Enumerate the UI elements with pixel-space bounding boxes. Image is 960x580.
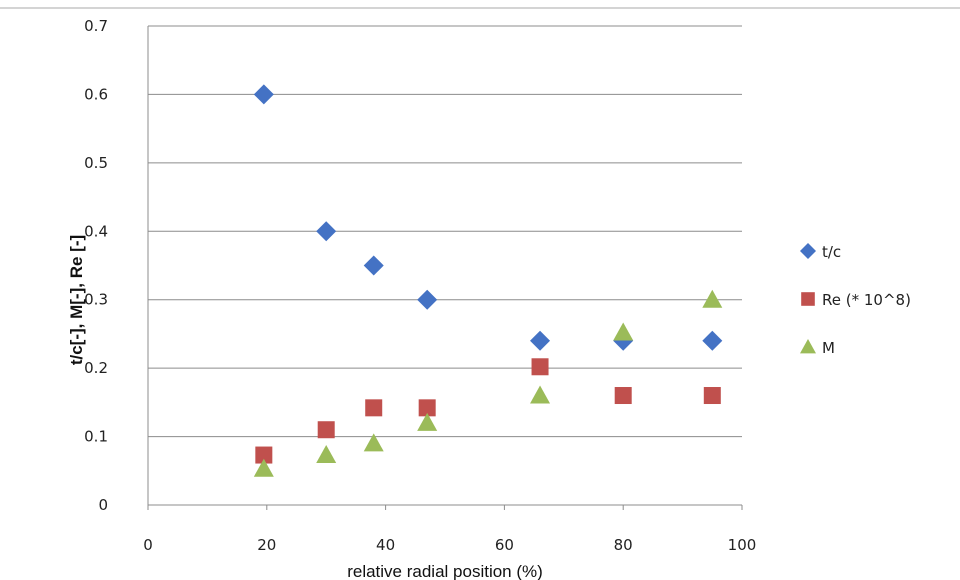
point-diamond — [363, 255, 384, 276]
point-diamond — [253, 84, 274, 105]
point-diamond — [702, 330, 723, 351]
x-tick-label: 60 — [495, 536, 514, 554]
point-diamond — [530, 330, 551, 351]
legend-label: Re (* 10^8) — [822, 291, 911, 309]
point-diamond — [316, 221, 337, 242]
legend-marker-diamond — [800, 243, 816, 259]
y-tick-label: 0.6 — [84, 85, 108, 103]
y-tick-label: 0.2 — [84, 359, 108, 377]
y-tick-label: 0.4 — [84, 222, 108, 240]
legend: t/c Re (* 10^8) M — [800, 243, 911, 357]
x-tick-label: 80 — [614, 536, 633, 554]
legend-label: M — [822, 339, 835, 357]
point-triangle — [363, 433, 384, 452]
y-tick-label: 0.5 — [84, 154, 108, 172]
point-triangle — [702, 289, 723, 308]
point-square — [255, 446, 273, 464]
data-points — [253, 84, 723, 477]
axes — [147, 26, 743, 510]
x-tick-label: 40 — [376, 536, 395, 554]
point-square — [614, 387, 632, 405]
y-axis-title: t/c[-], M[-], Re [-] — [67, 235, 86, 365]
y-tick-label: 0 — [98, 496, 108, 514]
x-tick-label: 20 — [257, 536, 276, 554]
point-triangle — [417, 412, 438, 431]
point-triangle — [316, 445, 337, 464]
point-square — [317, 421, 335, 439]
x-tick-label: 0 — [143, 536, 153, 554]
tick-labels: 0 0.1 0.2 0.3 0.4 0.5 0.6 0.7 0 20 40 60 80 100 — [84, 17, 756, 554]
x-tick-label: 100 — [728, 536, 757, 554]
point-diamond — [417, 289, 438, 310]
y-tick-label: 0.3 — [84, 291, 108, 309]
point-square — [418, 399, 436, 417]
point-square — [531, 358, 549, 376]
x-axis-title: relative radial position (%) — [347, 562, 543, 580]
gridlines — [148, 25, 742, 438]
point-triangle — [530, 385, 551, 404]
y-tick-label: 0.7 — [84, 17, 108, 35]
legend-marker-square — [801, 292, 815, 306]
point-triangle — [253, 458, 274, 477]
y-tick-label: 0.1 — [84, 428, 108, 446]
legend-label: t/c — [822, 243, 841, 261]
legend-marker-triangle — [800, 339, 816, 354]
point-square — [365, 399, 383, 417]
point-square — [703, 387, 721, 405]
point-triangle — [613, 322, 634, 341]
